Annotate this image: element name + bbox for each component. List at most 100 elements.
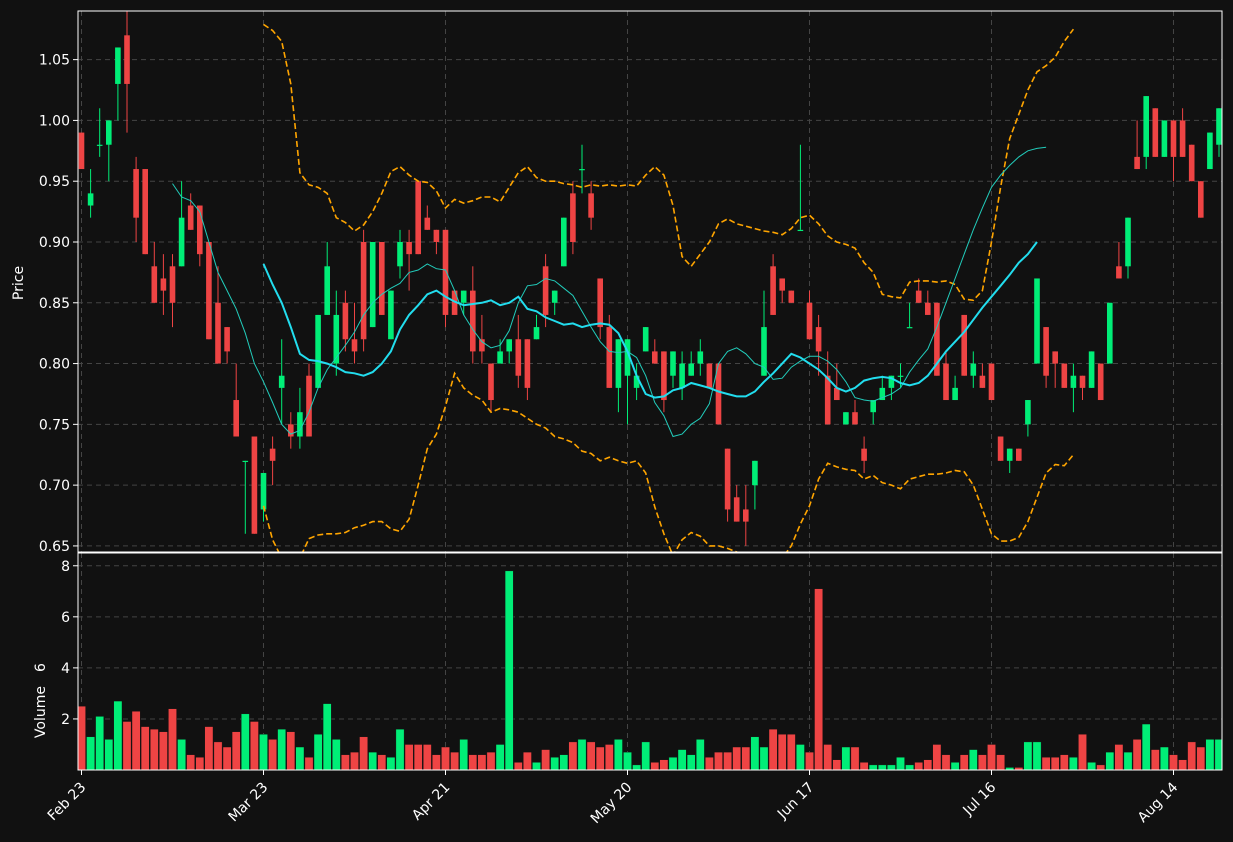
candle-body (488, 363, 494, 401)
candle-body (515, 339, 522, 376)
price-tick-label: 0.90 (39, 235, 70, 251)
candle-body (242, 460, 249, 463)
volume-bar (450, 751, 459, 770)
volume-bar (341, 754, 350, 770)
candle-body (1097, 363, 1104, 401)
volume-bar (413, 744, 423, 770)
volume-tick-label: 8 (61, 559, 70, 575)
volume-bar (696, 739, 705, 770)
candle-body (1079, 375, 1086, 388)
volume-bar (495, 744, 505, 770)
candle-body (151, 266, 158, 303)
candle-body (761, 327, 767, 376)
candle-body (278, 375, 285, 388)
candle-body (497, 351, 503, 364)
candle-body (269, 448, 276, 461)
volume-bar (686, 754, 696, 770)
volume-bar (486, 751, 496, 770)
candle-body (1161, 120, 1168, 157)
candle-body (1052, 351, 1058, 364)
candle-body (733, 497, 740, 522)
candle-body (424, 217, 431, 230)
volume-bar (441, 746, 450, 770)
candle-body (806, 302, 813, 340)
volume-bar (1141, 723, 1151, 770)
volume-bar (541, 749, 550, 770)
volume-bar (559, 754, 569, 770)
candle-body (1134, 156, 1140, 170)
volume-bar (322, 703, 332, 770)
candle-body (633, 375, 640, 388)
volume-bar (504, 570, 514, 770)
volume-bar (1014, 767, 1024, 770)
volume-bar (1160, 746, 1169, 770)
volume-bar (577, 739, 587, 770)
candle-body (1125, 217, 1131, 267)
candle-body (579, 169, 585, 171)
volume-bar (1050, 757, 1060, 770)
candle-body (1107, 302, 1113, 364)
long-moving-average-line (262, 241, 1038, 399)
volume-bar (841, 746, 851, 770)
volume-bar (914, 762, 923, 770)
candle-body (1061, 363, 1068, 388)
volume-plot-area (78, 553, 1222, 770)
candle-body (215, 302, 221, 364)
volume-bar (878, 764, 887, 770)
volume-bar (832, 759, 842, 770)
candle-body (915, 290, 922, 303)
price-tick-label: 1.05 (39, 53, 70, 69)
candle-body (879, 387, 886, 401)
volume-bar (759, 746, 769, 770)
volume-bar (95, 716, 104, 770)
volume-bar (814, 588, 823, 770)
candle-body (206, 241, 212, 340)
candle-body (952, 387, 958, 401)
volume-bar (213, 741, 223, 770)
price-tick-label: 0.85 (39, 296, 70, 312)
volume-bar (787, 734, 796, 770)
candle-body (997, 436, 1004, 461)
candle-body (524, 339, 531, 388)
candle-body (852, 412, 858, 425)
volume-bar (368, 751, 378, 770)
candle-body (925, 302, 931, 315)
candle-body (288, 424, 294, 437)
candle-body (652, 351, 658, 364)
candle-body (142, 169, 148, 255)
volume-bar (586, 741, 596, 770)
volume-bar (86, 736, 95, 770)
candle-body (606, 327, 613, 388)
volume-bar (623, 751, 632, 770)
volume-bar (332, 739, 341, 770)
volume-bar (932, 744, 942, 770)
candle-body (1070, 375, 1077, 388)
price-tick-label: 0.75 (39, 417, 70, 433)
candle-body (415, 181, 421, 255)
price-tick-label: 0.95 (39, 174, 70, 190)
volume-bar (741, 746, 751, 770)
volume-bar (732, 746, 741, 770)
candle-body (1016, 448, 1022, 461)
volume-bar (1105, 751, 1115, 770)
volume-bar (1169, 754, 1178, 770)
candle-body (169, 266, 176, 303)
volume-bar (78, 705, 86, 770)
volume-bar (768, 728, 778, 770)
candle-body (943, 363, 949, 401)
price-panel-frame (77, 10, 1223, 553)
candle-body (1025, 400, 1031, 425)
candle-body (306, 375, 312, 437)
candle-body (1143, 96, 1149, 157)
candle-body (124, 35, 130, 84)
volume-bar (950, 762, 960, 770)
candle-body (588, 193, 594, 218)
candle-body (570, 193, 576, 242)
volume-bar (186, 754, 196, 770)
candle-body (106, 120, 112, 145)
volume-bar (641, 741, 650, 770)
volume-bar (1078, 734, 1087, 770)
volume-tick-label: 6 (61, 610, 70, 626)
volume-bar (777, 734, 787, 770)
volume-bar (459, 739, 469, 770)
